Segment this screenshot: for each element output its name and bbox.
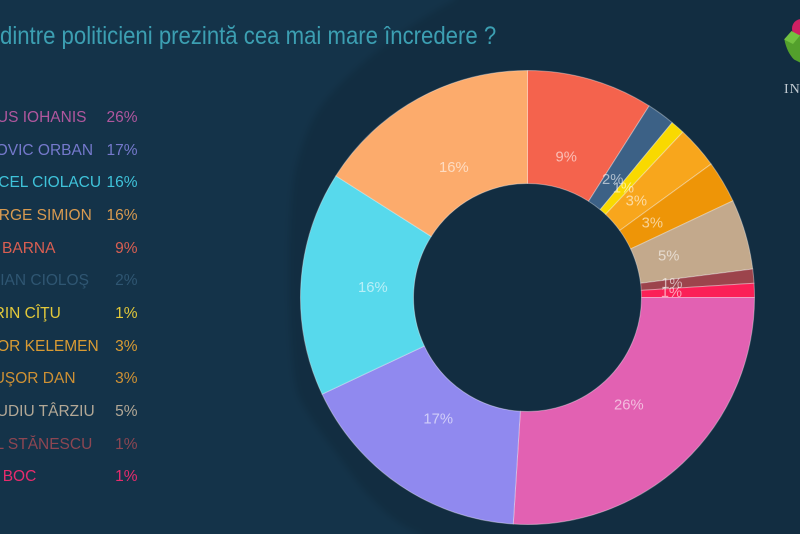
svg-text:1%: 1%	[613, 181, 634, 197]
svg-text:17%: 17%	[423, 412, 453, 428]
svg-text:1%: 1%	[661, 276, 682, 292]
svg-text:26%: 26%	[614, 397, 644, 413]
svg-text:3%: 3%	[642, 216, 663, 232]
svg-text:INS: INS	[784, 82, 800, 97]
svg-text:2%: 2%	[602, 172, 623, 188]
svg-text:3%: 3%	[626, 194, 647, 210]
svg-text:9%: 9%	[556, 149, 577, 165]
svg-text:5%: 5%	[658, 249, 679, 265]
svg-text:1%: 1%	[661, 285, 682, 301]
svg-text:16%: 16%	[358, 280, 388, 296]
svg-text:16%: 16%	[439, 160, 469, 176]
